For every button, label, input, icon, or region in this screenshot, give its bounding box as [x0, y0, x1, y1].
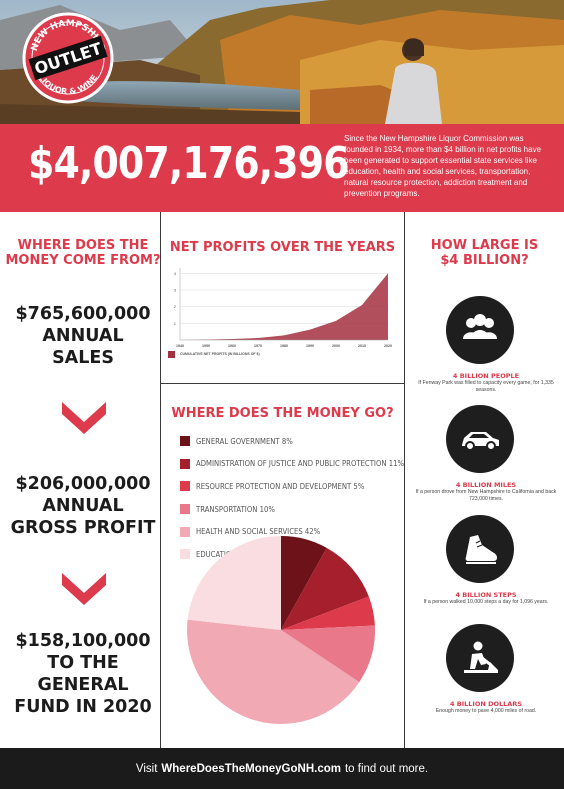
car-icon — [446, 405, 514, 473]
y-tick-label: 2 — [174, 304, 177, 309]
legend-label: EDUCATION 23% — [196, 549, 254, 559]
banner-description: Since the New Hampshire Liquor Commissio… — [344, 134, 542, 198]
x-tick-label: 1950 — [202, 344, 210, 348]
footer-pre-text: Visit — [135, 762, 158, 775]
fact-title: 4 BILLION STEPS — [455, 591, 517, 599]
legend-item: TRANSPORTATION 10% — [180, 498, 400, 521]
pie-slice-resource-protection-and-development — [281, 596, 375, 630]
fact-title: 4 BILLION DOLLARS — [449, 700, 522, 708]
road-worker-icon — [446, 624, 514, 692]
legend-label: TRANSPORTATION 10% — [196, 504, 275, 514]
x-tick-label: 1960 — [228, 344, 236, 348]
fact-title: 4 BILLION MILES — [455, 481, 517, 489]
pie-slice-general-government — [281, 536, 327, 630]
footer-website-link[interactable]: WhereDoesTheMoneyGoNH.com — [161, 762, 341, 775]
general-fund-stat: $158,100,000 TO THE GENERAL FUND IN 2020 — [14, 631, 152, 717]
outlet-logo: NEW HAMPSHIRE LIQUOR & WINE OUTLET — [20, 10, 116, 106]
legend-item: RESOURCE PROTECTION AND DEVELOPMENT 5% — [180, 475, 400, 498]
net-profits-legend: CUMULATIVE NET PROFITS (IN BILLIONS OF $… — [168, 349, 260, 359]
x-tick-label: 1940 — [176, 344, 184, 348]
x-tick-label: 1990 — [306, 344, 314, 348]
legend-item: GENERAL GOVERNMENT 8% — [180, 430, 400, 453]
middle-row-divider — [161, 383, 404, 384]
pie-slice-health-and-social-services — [187, 619, 360, 724]
fact-text: Enough money to pave 4,000 miles of road… — [435, 708, 537, 714]
fact-text: If a person drove from New Hampshire to … — [415, 489, 557, 502]
chevron-down-icon — [62, 402, 106, 434]
total-profit-amount: $4,007,176,396 — [28, 138, 350, 189]
fact-title: 4 BILLION PEOPLE — [452, 372, 520, 380]
legend-swatch — [180, 549, 190, 560]
pie-slice-administration-of-justice-and-public-protection — [281, 547, 369, 630]
total-profit-banner: $4,007,176,396 Since the New Hampshire L… — [0, 124, 564, 212]
legend-label: CUMULATIVE NET PROFITS (IN BILLIONS OF $… — [180, 352, 260, 356]
people-icon — [446, 296, 514, 364]
legend-swatch — [180, 458, 190, 469]
legend-label: GENERAL GOVERNMENT 8% — [196, 436, 293, 446]
money-go-legend: GENERAL GOVERNMENT 8% ADMINISTRATION OF J… — [180, 430, 404, 566]
money-come-from-heading: WHERE DOES THE MONEY COME FROM? — [5, 238, 161, 268]
legend-label: ADMINISTRATION OF JUSTICE AND PUBLIC PRO… — [196, 459, 404, 469]
column-divider-left — [160, 212, 161, 748]
fact-text: If Fenway Park was filled to capacity ev… — [418, 380, 554, 393]
x-tick-label: 2000 — [332, 344, 340, 348]
net-profits-chart: 1 2 3 4 1940 1950 1960 1970 1980 1990 2000 2010 2020 — [174, 268, 392, 348]
gross-profit-stat: $206,000,000 ANNUAL GROSS PROFIT — [10, 474, 156, 538]
footer-bar: Visit WhereDoesTheMoneyGoNH.com to find … — [0, 748, 564, 789]
hero-photo: NEW HAMPSHIRE LIQUOR & WINE OUTLET — [0, 0, 564, 124]
pie-slice-education — [187, 536, 281, 630]
column-divider-right — [404, 212, 405, 748]
series-area-cumulative-net-profits — [180, 273, 388, 340]
legend-swatch — [168, 350, 175, 358]
money-go-heading: WHERE DOES THE MONEY GO? — [171, 406, 394, 421]
sneaker-icon — [446, 515, 514, 583]
legend-swatch — [180, 481, 190, 492]
net-profits-heading: NET PROFITS OVER THE YEARS — [169, 240, 396, 255]
x-tick-label: 1970 — [254, 344, 262, 348]
pie-slice-transportation — [281, 625, 375, 683]
legend-swatch — [180, 504, 190, 515]
x-tick-label: 2020 — [384, 344, 392, 348]
legend-label: RESOURCE PROTECTION AND DEVELOPMENT 5% — [196, 481, 365, 491]
legend-item: HEALTH AND SOCIAL SERVICES 42% — [180, 520, 400, 543]
legend-swatch — [180, 436, 190, 447]
legend-item: EDUCATION 23% — [180, 543, 400, 566]
fact-text: If a person walked 10,000 steps a day fo… — [423, 599, 549, 605]
x-tick-label: 2010 — [358, 344, 366, 348]
x-tick-label: 1980 — [280, 344, 288, 348]
legend-label: HEALTH AND SOCIAL SERVICES 42% — [196, 527, 321, 537]
woman-figure — [385, 38, 442, 124]
annual-sales-stat: $765,600,000 ANNUAL SALES — [15, 304, 151, 368]
legend-item: ADMINISTRATION OF JUSTICE AND PUBLIC PRO… — [180, 453, 404, 476]
money-go-pie-chart — [187, 536, 375, 724]
legend-swatch — [180, 526, 190, 537]
chevron-down-icon — [62, 573, 106, 605]
y-tick-label: 4 — [174, 271, 177, 276]
y-tick-label: 1 — [174, 321, 177, 326]
how-large-heading: HOW LARGE IS $4 BILLION? — [430, 238, 539, 268]
footer-post-text: to find out more. — [344, 762, 429, 775]
y-tick-label: 3 — [174, 288, 177, 293]
